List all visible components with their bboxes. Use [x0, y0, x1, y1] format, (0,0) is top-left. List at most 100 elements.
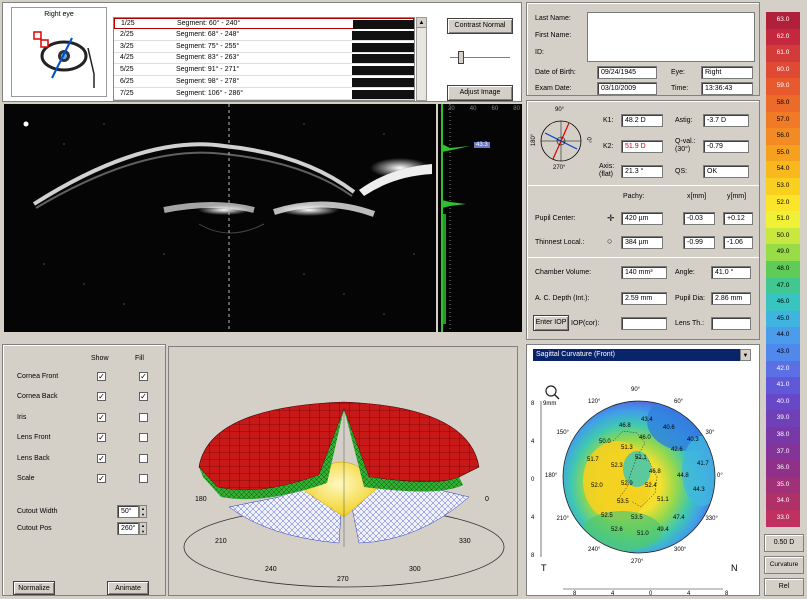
scale-cell: 56.0	[766, 128, 800, 145]
eye-field[interactable]: Right	[701, 66, 753, 79]
astig-field[interactable]: -3.7 D	[703, 114, 749, 127]
segment-row[interactable]: 4/25 Segment: 83° - 263°	[114, 53, 414, 65]
segment-index: 1/25	[121, 20, 135, 27]
map-value: 51.0	[637, 531, 649, 537]
patient-name-box[interactable]	[587, 12, 755, 62]
qs-field[interactable]: OK	[703, 165, 749, 178]
map-type-dropdown[interactable]: Sagittal Curvature (Front) ▼	[533, 349, 751, 361]
time-field[interactable]: 13:36:43	[701, 82, 753, 95]
show-checkbox[interactable]: ✓	[97, 412, 106, 422]
k1-field[interactable]: 48.2 D	[621, 114, 663, 127]
lens-th-label: Lens Th.:	[675, 320, 705, 327]
segment-list[interactable]: 1/25 Segment: 60° - 240° 2/25 Segment: 68° …	[113, 17, 415, 101]
dial-right: 0°	[584, 137, 591, 143]
map-value: 52.6	[611, 527, 623, 533]
dob-field[interactable]: 09/24/1945	[597, 66, 657, 79]
pupil-pachy-field[interactable]: 420 µm	[621, 212, 663, 225]
scale-cell: 41.0	[766, 377, 800, 394]
qval-field[interactable]: -0.79	[703, 140, 749, 153]
profile-tick: 20	[448, 106, 455, 112]
lens-th-field[interactable]	[711, 317, 751, 330]
cutout-pos-spinner[interactable]: ▲ ▼	[139, 522, 147, 535]
angle-180: 180	[195, 496, 207, 503]
pupil-dia-field[interactable]: 2.86 mm	[711, 292, 751, 305]
pupil-x-field[interactable]: -0.03	[683, 212, 715, 225]
chevron-down-icon[interactable]: ▼	[740, 349, 751, 361]
density-profile[interactable]: 20 40 60 80 43.3	[438, 104, 522, 332]
profile-tick: 80	[513, 106, 520, 112]
map-value: 40.3	[687, 437, 699, 443]
segment-row[interactable]: 3/25 Segment: 75° - 255°	[114, 41, 414, 53]
segment-scrollbar[interactable]: ▲	[416, 17, 427, 101]
angle-field[interactable]: 41.0 °	[711, 266, 751, 279]
fill-checkbox[interactable]: ✓	[139, 392, 148, 402]
map-value: 51.1	[657, 497, 669, 503]
scale-mode[interactable]: Curvature	[764, 556, 804, 574]
eye-thumbnail[interactable]: Right eye	[11, 7, 107, 97]
thin-pachy-field[interactable]: 384 µm	[621, 236, 663, 249]
scale-rel[interactable]: Rel	[764, 578, 804, 596]
show-checkbox[interactable]: ✓	[97, 433, 106, 443]
fill-checkbox[interactable]	[139, 433, 148, 443]
segment-row[interactable]: 6/25 Segment: 98° - 278°	[114, 77, 414, 88]
fill-checkbox[interactable]	[139, 412, 148, 422]
pupil-center-label: Pupil Center:	[535, 215, 576, 222]
curvature-map-svg	[540, 385, 723, 590]
cutout-pos-field[interactable]: 260°	[117, 522, 139, 535]
fill-checkbox[interactable]	[139, 474, 148, 483]
segment-label: Segment: 60° - 240°	[177, 20, 241, 27]
show-checkbox[interactable]: ✓	[97, 453, 106, 463]
segment-label: Segment: 91° - 271°	[176, 66, 240, 74]
scale-cell: 33.0	[766, 510, 800, 527]
segment-row[interactable]: 7/25 Segment: 106° - 286°	[114, 88, 414, 100]
segment-row[interactable]: 5/25 Segment: 91° - 271°	[114, 65, 414, 77]
segment-row[interactable]: 1/25 Segment: 60° - 240°	[114, 18, 414, 29]
x-header: x[mm]	[687, 193, 707, 200]
circle-icon: ○	[607, 236, 613, 246]
option-label: Cornea Back	[17, 393, 58, 401]
segment-thumbnail	[352, 78, 414, 87]
ac-depth-field[interactable]: 2.59 mm	[621, 292, 667, 305]
fill-checkbox[interactable]: ✓	[139, 372, 148, 381]
segment-index: 2/25	[120, 30, 134, 38]
show-checkbox[interactable]: ✓	[97, 372, 106, 381]
segment-row[interactable]: 2/25 Segment: 68° - 248°	[114, 29, 414, 41]
animate-button[interactable]: Animate	[107, 581, 149, 595]
eye-label: Eye:	[671, 69, 686, 76]
chamber-volume-field[interactable]: 140 mm³	[621, 266, 667, 279]
map-y-tick: 4	[531, 515, 535, 521]
thin-x-field[interactable]: -0.99	[683, 236, 715, 249]
cutout-width-spinner[interactable]: ▲ ▼	[139, 505, 147, 518]
brightness-slider[interactable]	[450, 51, 510, 65]
scale-cell: 51.0	[766, 211, 800, 228]
cornea-3d-view[interactable]: 180 0 210 330 240 300 270	[168, 346, 518, 596]
curvature-map-panel: Sagittal Curvature (Front) ▼	[526, 344, 760, 597]
map-value: 52.0	[591, 483, 603, 489]
scheimpflug-image[interactable]	[4, 104, 436, 332]
exam-date-field[interactable]: 03/10/2009	[597, 82, 657, 95]
adjust-image-button[interactable]: Adjust Image	[447, 85, 513, 101]
segment-index: 7/25	[120, 89, 134, 97]
pupil-y-field[interactable]: +0.12	[723, 212, 753, 225]
cutout-width-field[interactable]: 50°	[117, 505, 139, 518]
map-x-tick: 4	[687, 591, 691, 597]
scale-step[interactable]: 0.50 D	[764, 534, 804, 552]
fill-checkbox[interactable]	[139, 453, 148, 463]
scale-cell: 42.0	[766, 360, 800, 378]
show-checkbox[interactable]: ✓	[97, 474, 106, 483]
k2-field[interactable]: 51.9 D	[621, 140, 663, 153]
segment-index: 6/25	[120, 78, 134, 85]
contrast-button[interactable]: Contrast Normal	[447, 18, 513, 34]
scroll-up-icon[interactable]: ▲	[417, 18, 426, 28]
normalize-button[interactable]: Normalize	[13, 581, 55, 595]
show-checkbox[interactable]: ✓	[97, 392, 106, 402]
map-value: 49.4	[657, 527, 669, 533]
scale-cell: 55.0	[766, 144, 800, 162]
iop-cor-field[interactable]	[621, 317, 667, 330]
segment-label: Segment: 83° - 263°	[176, 54, 240, 62]
enter-iop-button[interactable]: Enter IOP	[533, 315, 569, 331]
chamber-volume-label: Chamber Volume:	[535, 269, 592, 276]
angle-210: 210	[215, 538, 227, 545]
thin-y-field[interactable]: -1.06	[723, 236, 753, 249]
axis-field[interactable]: 21.3 °	[621, 165, 663, 178]
